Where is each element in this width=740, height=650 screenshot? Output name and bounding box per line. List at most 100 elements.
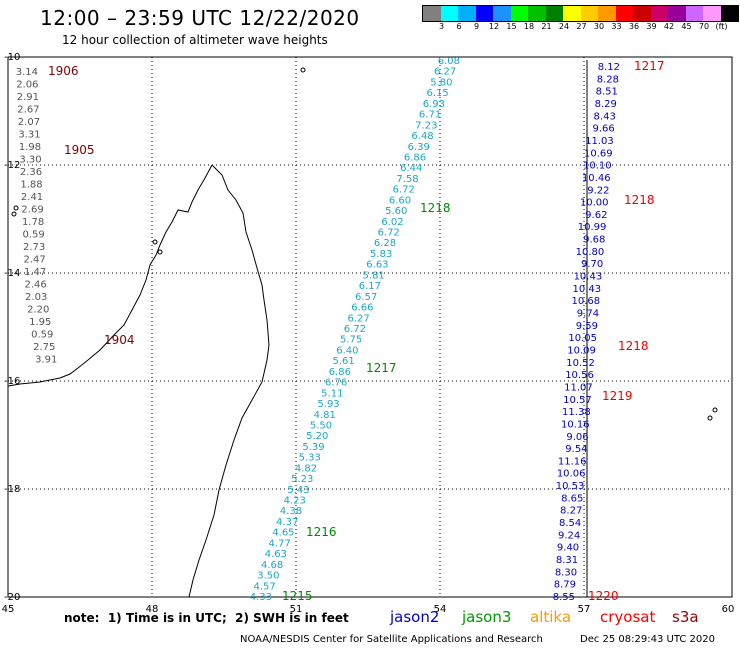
blue-track-value: 10.52 <box>566 358 595 369</box>
satellite-altika: altika <box>530 608 572 626</box>
pass-time-label: 1217 <box>634 59 665 73</box>
satellite-jason2: jason2 <box>390 608 440 626</box>
blue-track-value: 9.70 <box>581 259 603 270</box>
blue-track-value: 10.43 <box>574 272 603 283</box>
legend-swatch <box>493 6 511 21</box>
gray-track-value: 2.91 <box>17 92 39 103</box>
blue-track-value: 8.12 <box>598 62 620 73</box>
cyan-track-value: 5.83 <box>370 249 392 260</box>
gray-track-value: 2.47 <box>23 255 45 266</box>
legend-label: 15 <box>506 22 517 31</box>
gray-track-value: 0.59 <box>22 230 44 241</box>
cyan-track-value: 4.63 <box>265 549 287 560</box>
blue-track-value: 10.56 <box>565 370 594 381</box>
blue-track-value: 8.29 <box>595 99 617 110</box>
satellite-jason3: jason3 <box>462 608 512 626</box>
cyan-track-value: 6.17 <box>359 281 381 292</box>
gray-track-value: 1.47 <box>24 267 46 278</box>
blue-track-value: 10.16 <box>561 419 590 430</box>
legend-swatch <box>598 6 616 21</box>
cyan-track-value: 4.57 <box>253 581 275 592</box>
blue-track-value: 11.16 <box>558 456 587 467</box>
legend-label: 9 <box>473 22 480 31</box>
cyan-track-value: 5.33 <box>299 453 321 464</box>
longitude-tick-label: 57 <box>578 604 591 615</box>
cyan-track-value: 6.02 <box>381 217 403 228</box>
blue-track-value: 9.62 <box>585 210 607 221</box>
blue-track-value: 10.06 <box>557 469 586 480</box>
blue-track-value: 10.80 <box>576 247 605 258</box>
gray-track-value: 2.36 <box>20 167 42 178</box>
cyan-track-value: 5.50 <box>310 420 332 431</box>
cyan-track-value: 7.23 <box>415 120 437 131</box>
longitude-tick-label: 51 <box>290 604 303 615</box>
cyan-track-value: 5.60 <box>385 206 407 217</box>
cyan-track-value: 6.44 <box>400 163 422 174</box>
gray-track-value: 2.73 <box>23 242 45 253</box>
satellite-s3a: s3a <box>672 608 699 626</box>
gray-track-value: 2.46 <box>25 280 47 291</box>
blue-track-value: 10.99 <box>578 222 607 233</box>
cyan-track-value: 5.93 <box>317 399 339 410</box>
pass-time-label: 1216 <box>306 525 337 539</box>
blue-track-value: 10.00 <box>580 198 609 209</box>
gray-track-value: 1.95 <box>29 317 51 328</box>
cyan-track-value: 4.81 <box>314 410 336 421</box>
cyan-track-value: 5.61 <box>332 356 354 367</box>
cyan-track-value: 5.23 <box>291 474 313 485</box>
gray-track-value: 1.88 <box>20 180 42 191</box>
cyan-track-value: 6.86 <box>404 152 426 163</box>
cyan-track-value: 5.81 <box>363 270 385 281</box>
island <box>152 239 158 245</box>
cyan-track-value: 6.66 <box>351 303 373 314</box>
latitude-tick-label: -18 <box>4 484 20 495</box>
blue-track-value: 9.74 <box>577 309 599 320</box>
legend-swatch <box>528 6 546 21</box>
cyan-track-value: 6.27 <box>434 67 456 78</box>
blue-track-value: 8.79 <box>554 580 576 591</box>
pass-time-label: 1905 <box>64 143 95 157</box>
blue-track-value: 9.59 <box>576 321 598 332</box>
blue-track-value: 8.28 <box>597 74 619 85</box>
legend-label: 21 <box>541 22 552 31</box>
footer-note: note: 1) Time is in UTC; 2) SWH is in fe… <box>64 611 349 625</box>
gray-track-value: 3.31 <box>18 130 40 141</box>
cyan-track-value: 4.38 <box>280 506 302 517</box>
blue-track-value: 9.68 <box>583 235 605 246</box>
legend-swatch <box>720 6 738 21</box>
cyan-track-value: 6.28 <box>374 238 396 249</box>
cyan-track-value: 4.23 <box>284 496 306 507</box>
cyan-track-value: 5.20 <box>306 431 328 442</box>
legend-swatch <box>650 6 668 21</box>
cyan-track-value: 5.80 <box>430 77 452 88</box>
blue-track-value: 9.40 <box>557 543 579 554</box>
latitude-tick-label: -10 <box>4 52 20 63</box>
cyan-track-value: 5.75 <box>340 335 362 346</box>
blue-track-value: 9.06 <box>566 432 588 443</box>
color-scale-labels: 3 6 9 12 15 18 21 24 27 30 33 36 39 42 45 70 (ft) <box>422 22 740 34</box>
blue-track-value: 10.43 <box>573 284 602 295</box>
blue-track-value: 9.22 <box>587 185 609 196</box>
cyan-track-value: 6.72 <box>378 228 400 239</box>
legend-swatch <box>458 6 476 21</box>
longitude-tick-label: 54 <box>434 604 447 615</box>
gray-track-value: 1.78 <box>22 217 44 228</box>
legend-label: 18 <box>523 22 535 31</box>
cyan-track-value: 6.63 <box>366 260 388 271</box>
cyan-track-value: 6.86 <box>329 367 351 378</box>
longitude-tick-label: 45 <box>2 604 15 615</box>
cyan-track-value: 4.77 <box>269 538 291 549</box>
island <box>707 415 713 421</box>
blue-track-value: 8.30 <box>555 567 577 578</box>
cyan-track-value: 6.08 <box>438 56 460 67</box>
generation-timestamp: Dec 25 08:29:43 UTC 2020 <box>580 634 715 645</box>
legend-swatch <box>545 6 563 21</box>
blue-track-value: 8.31 <box>556 555 578 566</box>
cyan-track-value: 6.57 <box>355 292 377 303</box>
cyan-track-value: 6.93 <box>423 99 445 110</box>
legend-label: 39 <box>646 22 657 31</box>
pass-time-label: 1215 <box>282 589 313 603</box>
legend-swatch <box>633 6 651 21</box>
gray-track-value: 3.91 <box>35 355 57 366</box>
longitude-tick-label: 60 <box>722 604 735 615</box>
